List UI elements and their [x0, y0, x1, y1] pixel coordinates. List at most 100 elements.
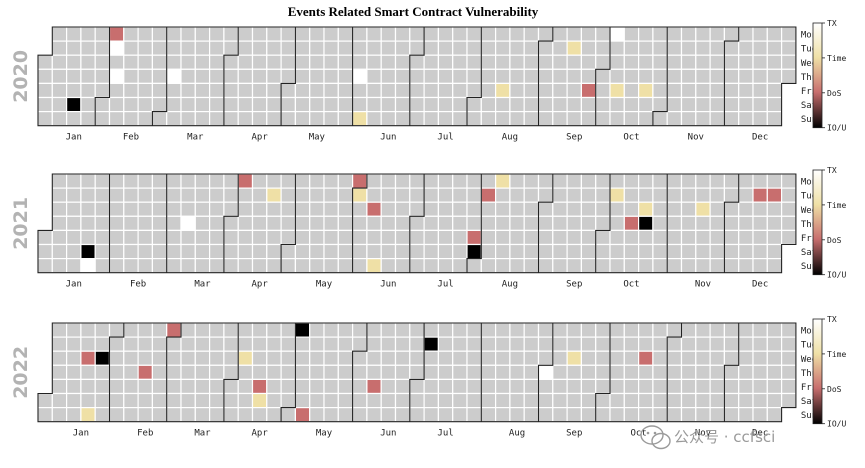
day-cell	[695, 258, 711, 274]
day-cell	[251, 407, 268, 423]
day-cell	[366, 40, 382, 56]
day-cell	[495, 407, 511, 423]
day-cell	[209, 110, 225, 127]
day-cell	[738, 243, 754, 260]
day-cell	[523, 68, 540, 85]
day-cell	[337, 215, 354, 232]
day-cell	[552, 187, 568, 203]
day-cell	[537, 110, 554, 127]
day-cell	[80, 26, 96, 42]
day-cell	[294, 68, 311, 85]
day-cell	[352, 229, 368, 246]
day-cell	[337, 378, 354, 395]
day-cell	[380, 407, 397, 423]
day-cell	[738, 110, 754, 127]
day-cell	[752, 336, 768, 352]
chart-title: Events Related Smart Contract Vulnerabil…	[288, 4, 539, 19]
event-cell	[266, 187, 282, 203]
day-cell	[223, 40, 239, 56]
day-cell	[480, 40, 497, 56]
day-cell	[566, 258, 582, 274]
day-cell	[209, 322, 225, 338]
day-cell	[452, 336, 468, 352]
day-cell	[309, 96, 325, 113]
day-cell	[723, 378, 740, 395]
day-cell	[423, 243, 440, 260]
month-label: Oct	[630, 429, 646, 439]
day-cell	[166, 407, 182, 423]
day-cell	[623, 336, 640, 352]
day-cell	[280, 378, 297, 395]
day-cell	[323, 243, 339, 260]
day-cell	[552, 173, 568, 189]
day-cell	[695, 173, 711, 189]
day-cell	[480, 350, 497, 366]
event-cell	[180, 215, 196, 232]
day-cell	[223, 201, 239, 217]
day-cell	[566, 187, 582, 203]
day-cell	[394, 350, 411, 366]
day-cell	[695, 392, 711, 409]
day-cell	[65, 26, 82, 42]
day-cell	[51, 229, 68, 246]
day-cell	[94, 258, 111, 274]
day-cell	[223, 258, 239, 274]
day-cell	[266, 364, 282, 380]
day-cell	[65, 392, 82, 409]
day-cell	[666, 54, 683, 70]
day-cell	[623, 258, 640, 274]
day-cell	[209, 243, 225, 260]
day-cell	[352, 26, 368, 42]
day-cell	[695, 215, 711, 232]
day-cell	[623, 82, 640, 99]
day-cell	[752, 40, 768, 56]
day-cell	[680, 229, 697, 246]
day-cell	[523, 26, 540, 42]
day-cell	[723, 82, 740, 99]
day-cell	[280, 229, 297, 246]
day-cell	[366, 229, 382, 246]
day-cell	[237, 40, 254, 56]
day-cell	[409, 258, 425, 274]
day-cell	[509, 407, 525, 423]
day-cell	[223, 364, 239, 380]
day-cell	[194, 201, 211, 217]
day-cell	[480, 110, 497, 127]
day-cell	[437, 201, 454, 217]
day-cell	[80, 40, 96, 56]
day-cell	[237, 215, 254, 232]
day-cell	[652, 229, 668, 246]
year-panel-2022: Jan Feb Mar Apr May Jun Jul Aug Sep Oct Nov DecMonT…	[10, 315, 846, 439]
day-cell	[437, 215, 454, 232]
day-cell	[123, 378, 139, 395]
event-cell	[65, 96, 82, 113]
day-cell	[337, 322, 354, 338]
day-cell	[166, 82, 182, 99]
day-cell	[495, 26, 511, 42]
day-cell	[194, 173, 211, 189]
day-cell	[366, 407, 382, 423]
day-cell	[51, 322, 68, 338]
day-cell	[423, 392, 440, 409]
day-cell	[495, 215, 511, 232]
day-cell	[237, 336, 254, 352]
day-cell	[623, 40, 640, 56]
day-cell	[495, 40, 511, 56]
day-cell	[766, 378, 783, 395]
day-cell	[309, 392, 325, 409]
day-cell	[780, 392, 797, 409]
day-cell	[137, 40, 154, 56]
day-cell	[94, 54, 111, 70]
day-cell	[251, 40, 268, 56]
day-cell	[609, 215, 625, 232]
day-cell	[180, 407, 196, 423]
day-cell	[466, 364, 482, 380]
day-cell	[652, 110, 668, 127]
day-cell	[352, 82, 368, 99]
day-cell	[480, 243, 497, 260]
day-cell	[695, 187, 711, 203]
day-cell	[623, 68, 640, 85]
day-cell	[738, 96, 754, 113]
day-cell	[423, 215, 440, 232]
day-cell	[566, 364, 582, 380]
